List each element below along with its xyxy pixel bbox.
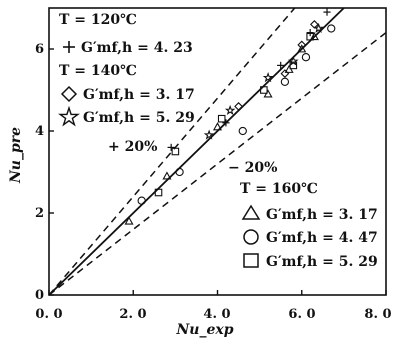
circle-data-point: [137, 196, 146, 205]
star-data-point: [224, 104, 236, 116]
square-data-point: [306, 32, 314, 41]
x-tick-label: 2. 0: [119, 307, 146, 322]
square-marker-icon: [243, 253, 259, 268]
y-axis-title: Nu_pre: [8, 127, 24, 184]
y-tick-label: 2: [35, 206, 44, 221]
plus-data-point: [167, 143, 175, 151]
plus-data-point: [277, 61, 285, 69]
legend-group-label: T = 120℃: [59, 12, 137, 28]
circle-data-point: [301, 53, 311, 62]
triangle-data-point: [309, 31, 319, 41]
legend-entry: G′mf,h = 3. 17: [60, 85, 195, 103]
star-data-point: [262, 72, 274, 83]
star-data-point: [203, 129, 215, 140]
diamond-data-point: [234, 102, 243, 111]
legend-entry: G′mf,h = 5. 29: [243, 253, 378, 270]
x-tick-label: 8. 0: [364, 307, 391, 322]
star-data-point: [288, 55, 299, 66]
plus-data-point: [222, 119, 230, 127]
circle-data-point: [175, 167, 184, 177]
star-data-point: [313, 22, 324, 34]
circle-data-point: [238, 126, 247, 136]
square-data-point: [217, 114, 226, 123]
plus-20-percent-label: + 20%: [108, 139, 157, 155]
triangle-data-point: [162, 171, 172, 180]
legend-group-label: T = 160℃: [240, 181, 318, 197]
legend-label: G′mf,h = 3. 17: [83, 87, 195, 103]
square-data-point: [289, 61, 298, 70]
y-tick-label: 6: [35, 42, 44, 57]
circle-marker-icon: [243, 229, 259, 245]
minus-20-percent-label: − 20%: [228, 160, 277, 176]
plus-data-point: [306, 29, 314, 37]
legend-label: G′mf,h = 3. 17: [266, 207, 378, 223]
axis-ticks: [48, 48, 387, 296]
triangle-data-point: [297, 44, 307, 53]
legend-entry: G′mf,h = 3. 17: [241, 204, 378, 223]
reference-line-parity: [48, 7, 345, 296]
circle-data-point: [327, 24, 336, 33]
diamond-marker-icon: [60, 85, 78, 103]
square-data-point: [171, 147, 180, 156]
x-axis-title: Nu_exp: [175, 322, 233, 338]
legend-group-label: T = 140℃: [59, 63, 137, 79]
legend-label: G′mf,h = 5. 29: [266, 254, 378, 270]
y-tick-label: 4: [35, 124, 44, 139]
square-data-point: [260, 86, 268, 94]
x-tick-label: 6. 0: [288, 307, 315, 322]
legend-label: G′mf,h = 4. 47: [266, 230, 378, 246]
diamond-data-point: [297, 40, 307, 50]
legend-label: G′mf,h = 4. 23: [81, 40, 193, 56]
triangle-data-point: [124, 216, 134, 225]
data-points: [124, 8, 336, 225]
x-tick-label: 0. 0: [35, 307, 62, 322]
diamond-data-point: [280, 69, 290, 78]
x-tick-label: 4. 0: [203, 307, 230, 322]
triangle-data-point: [212, 122, 223, 131]
circle-data-point: [280, 77, 290, 86]
legend-entry: G′mf,h = 4. 47: [243, 229, 378, 246]
star-marker-icon: [58, 105, 80, 127]
legend-label: G′mf,h = 5. 29: [83, 110, 195, 126]
legend-entry: G′mf,h = 4. 23: [63, 40, 193, 56]
triangle-marker-icon: [241, 204, 261, 220]
plus-data-point: [323, 8, 331, 16]
plus-marker-icon: [63, 41, 75, 53]
legend-entry: G′mf,h = 5. 29: [58, 105, 195, 127]
reference-lines: [48, 7, 387, 296]
reference-line-20: [48, 7, 296, 296]
square-data-point: [154, 188, 163, 197]
y-tick-label: 0: [35, 288, 44, 303]
diamond-data-point: [310, 20, 319, 29]
